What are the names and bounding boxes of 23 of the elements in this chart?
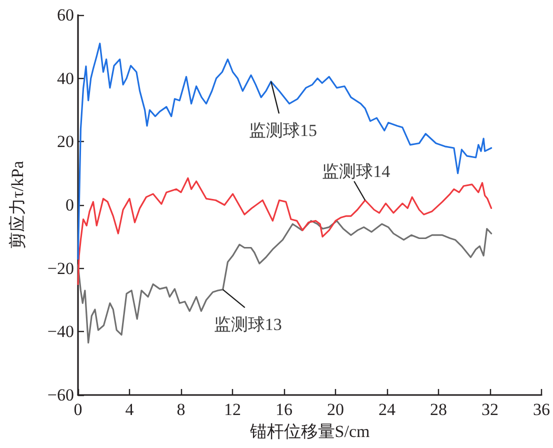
y-tick-label: −20 <box>47 258 74 278</box>
series-label: 监测球13 <box>214 315 282 334</box>
y-tick-label: 40 <box>57 68 74 88</box>
series-label: 监测球15 <box>248 121 317 140</box>
x-tick-label: 28 <box>430 400 447 419</box>
y-tick-label: −40 <box>47 322 74 342</box>
line-series <box>77 220 492 344</box>
series-label: 监测球14 <box>322 162 391 181</box>
x-tick-label: 12 <box>224 400 241 419</box>
x-tick-label: 20 <box>327 400 344 419</box>
y-tick-label: −60 <box>47 386 74 404</box>
y-tick-label: 20 <box>57 132 74 152</box>
x-tick-label: 24 <box>378 400 396 419</box>
line-series <box>77 42 492 260</box>
x-tick-label: 32 <box>482 400 498 419</box>
y-axis-title: 剪应力τ/kPa <box>8 160 27 250</box>
x-tick-label: 4 <box>125 400 134 419</box>
y-tick-label: 0 <box>66 196 74 214</box>
x-tick-label: 8 <box>176 400 186 419</box>
x-axis-title: 锚杆位移量S/cm <box>248 422 370 441</box>
x-tick-label: 36 <box>533 400 550 419</box>
y-tick-label: 60 <box>57 6 74 24</box>
x-tick-label: 16 <box>276 400 292 419</box>
